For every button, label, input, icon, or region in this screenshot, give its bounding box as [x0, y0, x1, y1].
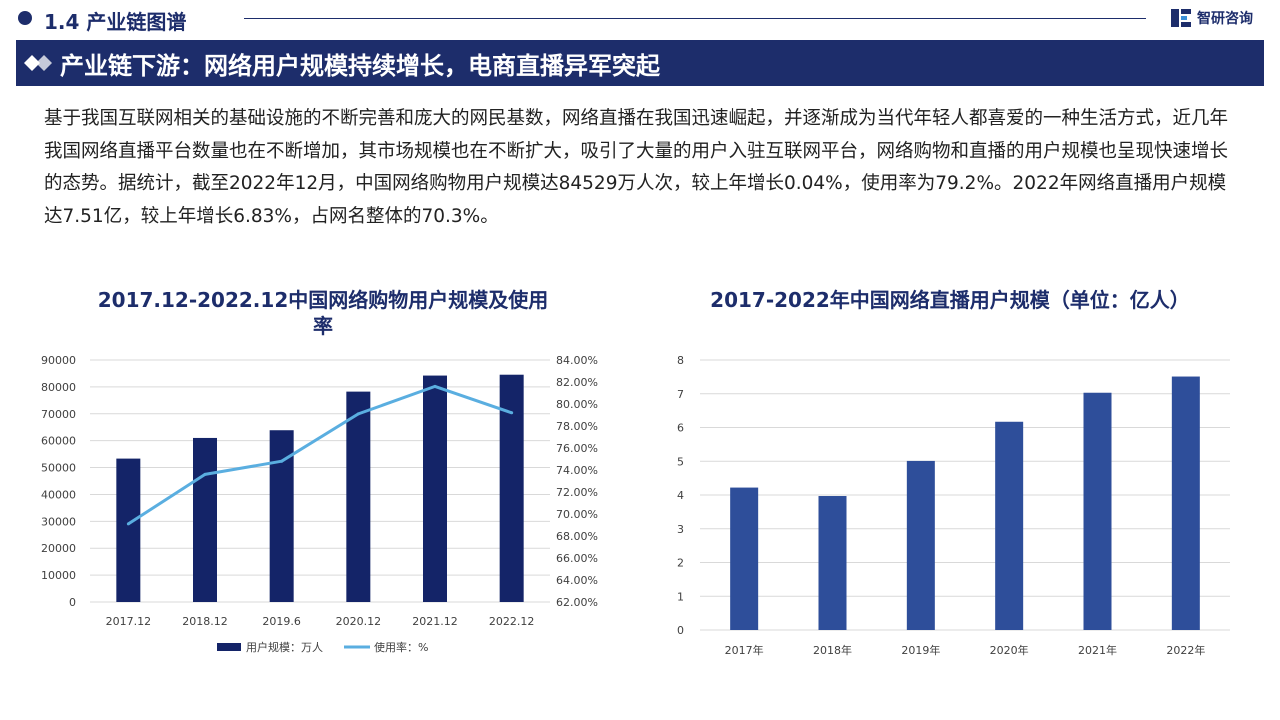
top-header: 1.4 产业链图谱 智研咨询 [0, 0, 1280, 38]
x-tick-label: 2021.12 [412, 615, 458, 628]
bar [995, 421, 1024, 630]
bar [423, 375, 447, 602]
y-right-tick-label: 62.00% [556, 596, 598, 609]
y-right-tick-label: 64.00% [556, 574, 598, 587]
y-tick-label: 8 [677, 354, 684, 367]
brand-logo-icon [1171, 9, 1191, 27]
y-right-tick-label: 74.00% [556, 464, 598, 477]
header-divider [244, 18, 1146, 19]
chart2-title: 2017-2022年中国网络直播用户规模（单位：亿人） [710, 288, 1190, 312]
y-tick-label: 2 [677, 557, 684, 570]
y-left-tick-label: 40000 [41, 488, 76, 501]
bar [1083, 392, 1112, 630]
y-tick-label: 7 [677, 388, 684, 401]
x-tick-label: 2020年 [990, 643, 1029, 657]
y-left-tick-label: 70000 [41, 408, 76, 421]
y-right-tick-label: 76.00% [556, 442, 598, 455]
bar [116, 458, 141, 602]
intro-paragraph: 基于我国互联网相关的基础设施的不断完善和庞大的网民基数，网络直播在我国迅速崛起，… [44, 108, 1229, 227]
line-point [280, 459, 284, 463]
legend-line-label: 使用率：% [374, 640, 428, 654]
shopping-users-chart: 0 10000 20000 30000 40000 50000 60000 70000 8000… [41, 354, 598, 654]
legend-bar-swatch [217, 643, 241, 651]
x-tick-label: 2022年 [1166, 643, 1205, 657]
y-tick-label: 5 [677, 455, 684, 468]
y-left-tick-label: 50000 [41, 462, 76, 475]
x-tick-label: 2018.12 [182, 615, 228, 628]
y-tick-label: 3 [677, 523, 684, 536]
line-point [433, 384, 437, 388]
bullet-dot-icon [18, 11, 32, 25]
section-title: 1.4 产业链图谱 [44, 10, 187, 34]
y-right-tick-label: 78.00% [556, 420, 598, 433]
y-left-tick-label: 60000 [41, 435, 76, 448]
line-point [126, 522, 130, 526]
y-right-tick-label: 84.00% [556, 354, 598, 367]
y-left-tick-label: 10000 [41, 569, 76, 582]
x-tick-label: 2020.12 [336, 615, 382, 628]
y-right-tick-label: 68.00% [556, 530, 598, 543]
y-left-tick-label: 30000 [41, 515, 76, 528]
chart1-title: 2017.12-2022.12中国网络购物用户规模及使用率 [97, 288, 549, 338]
y-left-tick-label: 0 [69, 596, 76, 609]
brand-name: 智研咨询 [1197, 11, 1253, 27]
bar [818, 496, 847, 630]
x-tick-label: 2022.12 [489, 615, 535, 628]
line-point [510, 411, 514, 415]
x-tick-label: 2019.6 [262, 615, 301, 628]
y-right-tick-label: 82.00% [556, 376, 598, 389]
y-left-tick-label: 80000 [41, 381, 76, 394]
line-point [356, 412, 360, 416]
y-left-tick-label: 90000 [41, 354, 76, 367]
bar [269, 430, 294, 602]
x-tick-label: 2019年 [901, 643, 940, 657]
bar [906, 460, 935, 630]
y-right-tick-label: 72.00% [556, 486, 598, 499]
title-banner: 产业链下游：网络用户规模持续增长，电商直播异军突起 [16, 40, 1264, 86]
live-streaming-users-chart: 0 1 2 3 4 5 6 7 8 2017年 2018年 2019年 2020年 2021年 2022年 [677, 354, 1230, 657]
y-right-tick-label: 66.00% [556, 552, 598, 565]
bar [193, 437, 217, 602]
double-diamond-icon [24, 55, 52, 71]
y-tick-label: 4 [677, 489, 684, 502]
bar [730, 487, 759, 630]
x-tick-label: 2017年 [725, 643, 764, 657]
x-tick-label: 2017.12 [106, 615, 152, 628]
y-tick-label: 1 [677, 590, 684, 603]
bar [1171, 376, 1200, 630]
y-tick-label: 0 [677, 624, 684, 637]
y-right-tick-label: 70.00% [556, 508, 598, 521]
x-tick-label: 2021年 [1078, 643, 1117, 657]
banner-title: 产业链下游：网络用户规模持续增长，电商直播异军突起 [60, 52, 660, 80]
legend-bar-label: 用户规模：万人 [246, 640, 323, 654]
y-right-tick-label: 80.00% [556, 398, 598, 411]
bar [499, 374, 524, 602]
y-left-tick-label: 20000 [41, 542, 76, 555]
x-tick-label: 2018年 [813, 643, 852, 657]
bar [346, 391, 371, 602]
brand-logo: 智研咨询 [1170, 6, 1253, 30]
usage-rate-line [127, 384, 513, 526]
line-point [203, 472, 207, 476]
y-tick-label: 6 [677, 422, 684, 435]
